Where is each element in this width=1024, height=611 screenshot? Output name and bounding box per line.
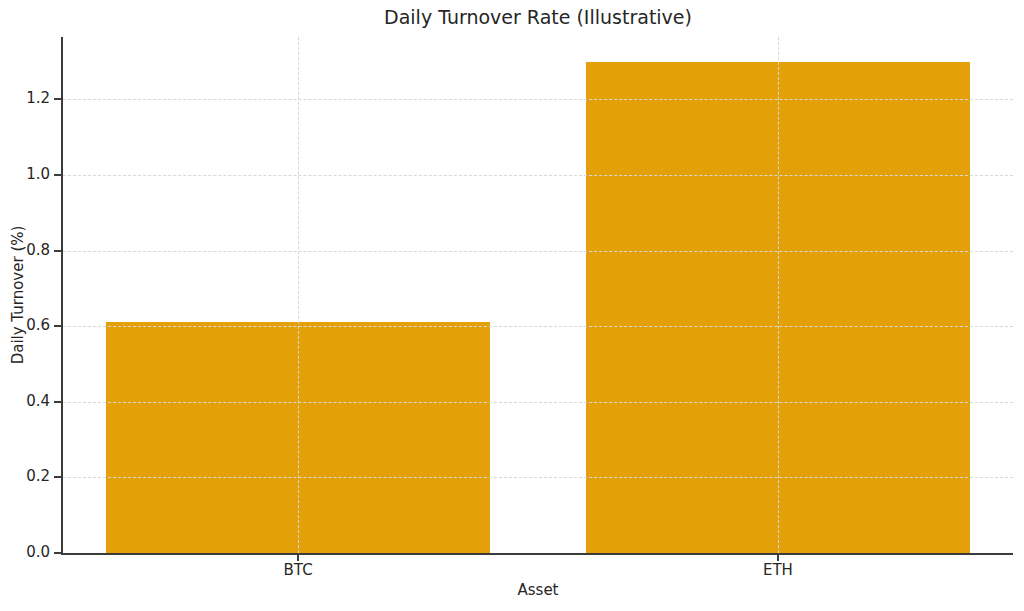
- y-tick-label: 0.2: [4, 467, 50, 485]
- x-tick-label: ETH: [718, 561, 838, 579]
- x-axis-label: Asset: [63, 581, 1013, 599]
- h-gridline: [63, 99, 1013, 100]
- y-tick-mark: [54, 476, 61, 478]
- y-tick-mark: [54, 98, 61, 100]
- y-tick-mark: [54, 401, 61, 403]
- chart-title: Daily Turnover Rate (Illustrative): [63, 6, 1013, 28]
- y-tick-label: 1.0: [4, 165, 50, 183]
- h-gridline: [63, 326, 1013, 327]
- y-tick-label: 0.4: [4, 392, 50, 410]
- y-tick-mark: [54, 325, 61, 327]
- y-tick-mark: [54, 174, 61, 176]
- h-gridline: [63, 251, 1013, 252]
- h-gridline: [63, 477, 1013, 478]
- h-gridline: [63, 175, 1013, 176]
- y-tick-label: 0.6: [4, 316, 50, 334]
- y-tick-label: 0.8: [4, 241, 50, 259]
- y-tick-label: 1.2: [4, 89, 50, 107]
- y-tick-label: 0.0: [4, 543, 50, 561]
- v-gridline: [778, 37, 779, 553]
- y-tick-mark: [54, 250, 61, 252]
- h-gridline: [63, 402, 1013, 403]
- plot-area: [61, 37, 1013, 555]
- v-gridline: [298, 37, 299, 553]
- y-tick-mark: [54, 552, 61, 554]
- x-tick-label: BTC: [238, 561, 358, 579]
- bar-chart-figure: Daily Turnover Rate (Illustrative) Daily…: [0, 0, 1024, 611]
